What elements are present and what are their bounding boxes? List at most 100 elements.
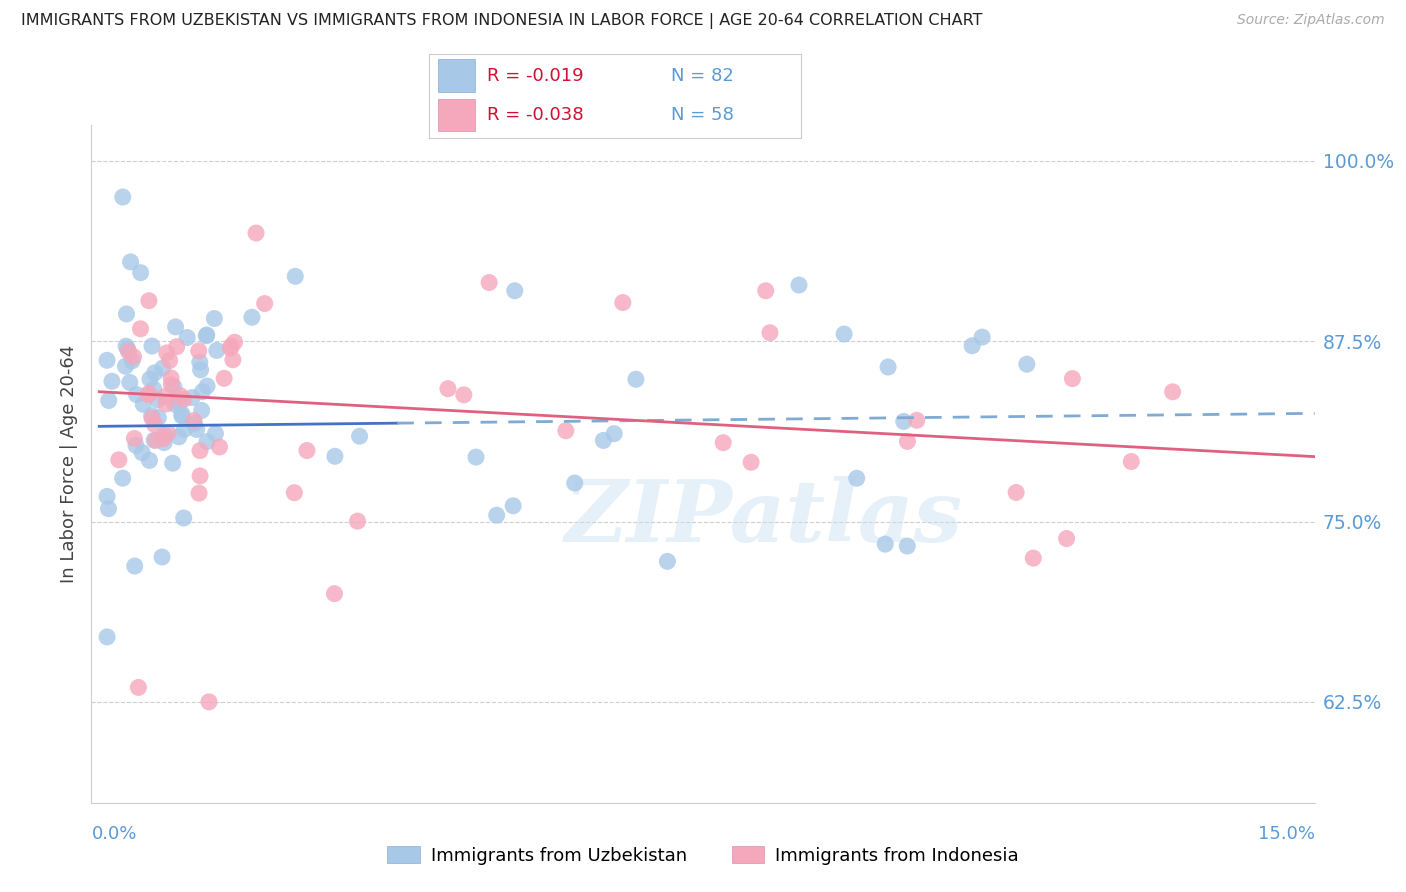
Point — [240, 310, 263, 325]
Point — [148, 410, 170, 425]
Point — [152, 432, 174, 446]
Point — [132, 397, 155, 411]
Point — [143, 417, 166, 432]
Point — [146, 392, 169, 407]
Point — [167, 396, 190, 410]
Point — [188, 469, 211, 483]
Point — [875, 537, 897, 551]
Point — [160, 377, 183, 392]
Text: N = 58: N = 58 — [671, 106, 734, 124]
Point — [349, 429, 371, 443]
Point — [191, 384, 214, 399]
Legend: Immigrants from Uzbekistan, Immigrants from Indonesia: Immigrants from Uzbekistan, Immigrants f… — [380, 838, 1026, 871]
Point — [188, 486, 211, 500]
Point — [129, 266, 152, 280]
Text: R = -0.019: R = -0.019 — [486, 67, 583, 85]
Point — [125, 387, 148, 401]
Point — [896, 539, 918, 553]
Point — [323, 587, 346, 601]
Point — [142, 382, 165, 396]
Point — [115, 307, 138, 321]
Text: ZIPatlas: ZIPatlas — [565, 476, 963, 560]
Point — [612, 295, 634, 310]
Point — [346, 514, 368, 528]
Point — [1056, 532, 1078, 546]
Point — [152, 361, 174, 376]
Point — [96, 630, 118, 644]
Point — [198, 695, 221, 709]
Point — [136, 388, 159, 402]
Point — [253, 296, 276, 310]
Point — [186, 422, 208, 436]
Point — [245, 226, 267, 240]
Point — [503, 284, 526, 298]
FancyBboxPatch shape — [439, 60, 475, 92]
Point — [143, 366, 166, 380]
Point — [188, 443, 211, 458]
Point — [150, 549, 173, 564]
Point — [124, 432, 146, 446]
Point — [960, 339, 983, 353]
Point — [657, 554, 679, 568]
Point — [115, 339, 138, 353]
Point — [170, 409, 193, 424]
Point — [755, 284, 778, 298]
Point — [176, 330, 198, 344]
Text: 0.0%: 0.0% — [91, 825, 136, 843]
Point — [181, 391, 204, 405]
Point — [224, 335, 246, 350]
Point — [624, 372, 647, 386]
Y-axis label: In Labor Force | Age 20-64: In Labor Force | Age 20-64 — [59, 344, 77, 583]
Point — [323, 450, 346, 464]
Point — [188, 355, 211, 369]
Point — [202, 311, 225, 326]
Point — [121, 354, 143, 368]
Point — [157, 425, 180, 440]
Point — [145, 434, 167, 448]
Point — [205, 343, 228, 358]
Point — [1015, 357, 1038, 371]
Point — [212, 371, 235, 385]
Point — [195, 327, 218, 342]
Point — [138, 293, 160, 308]
Point — [740, 455, 762, 469]
Point — [155, 389, 177, 403]
Point — [437, 382, 460, 396]
Point — [173, 422, 195, 436]
Point — [1022, 551, 1045, 566]
Point — [1161, 384, 1184, 399]
Point — [190, 403, 212, 417]
Point — [97, 501, 120, 516]
Point — [905, 413, 928, 427]
Point — [222, 352, 245, 367]
Point — [478, 276, 501, 290]
Point — [896, 434, 918, 449]
Point — [502, 499, 524, 513]
Text: 15.0%: 15.0% — [1257, 825, 1315, 843]
Point — [141, 339, 163, 353]
Point — [159, 353, 181, 368]
Text: IMMIGRANTS FROM UZBEKISTAN VS IMMIGRANTS FROM INDONESIA IN LABOR FORCE | AGE 20-: IMMIGRANTS FROM UZBEKISTAN VS IMMIGRANTS… — [21, 13, 983, 29]
Point — [787, 278, 810, 293]
Point — [219, 341, 242, 355]
Point — [187, 343, 209, 358]
Point — [155, 397, 177, 411]
Point — [173, 392, 195, 407]
Point — [165, 319, 187, 334]
Point — [117, 344, 139, 359]
Point — [592, 434, 614, 448]
Point — [143, 434, 166, 448]
Point — [125, 438, 148, 452]
Point — [183, 414, 205, 428]
Point — [711, 435, 734, 450]
Point — [162, 456, 184, 470]
Point — [877, 359, 900, 374]
Point — [141, 411, 163, 425]
Point — [832, 326, 855, 341]
Point — [759, 326, 782, 340]
Point — [1121, 454, 1143, 468]
Point — [124, 559, 146, 574]
Text: N = 82: N = 82 — [671, 67, 734, 85]
Point — [972, 330, 994, 344]
Point — [117, 342, 139, 356]
